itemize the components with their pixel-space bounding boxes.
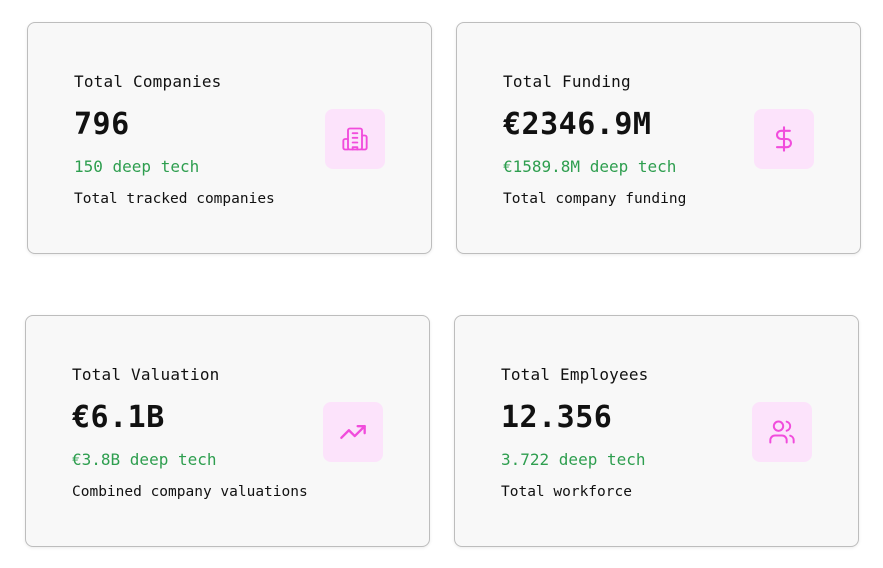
card-description: Combined company valuations [72, 484, 308, 500]
stat-card-total-companies: Total Companies 796 150 deep tech Total … [27, 22, 432, 254]
card-label: Total Employees [501, 365, 649, 384]
card-value: 796 [74, 107, 130, 142]
stat-card-total-funding: Total Funding €2346.9M €1589.8M deep tec… [456, 22, 861, 254]
building-icon [325, 109, 385, 169]
card-description: Total workforce [501, 484, 632, 500]
card-value: 12.356 [501, 400, 613, 435]
card-value: €2346.9M [503, 107, 652, 142]
card-label: Total Funding [503, 72, 631, 91]
card-description: Total company funding [503, 191, 687, 207]
card-deep-tech: €1589.8M deep tech [503, 157, 677, 176]
stat-card-total-valuation: Total Valuation €6.1B €3.8B deep tech Co… [25, 315, 430, 547]
card-deep-tech: €3.8B deep tech [72, 450, 217, 469]
card-value: €6.1B [72, 400, 165, 435]
users-icon [752, 402, 812, 462]
card-deep-tech: 3.722 deep tech [501, 450, 646, 469]
trending-up-icon [323, 402, 383, 462]
card-deep-tech: 150 deep tech [74, 157, 200, 176]
dollar-icon [754, 109, 814, 169]
card-label: Total Valuation [72, 365, 220, 384]
stat-card-total-employees: Total Employees 12.356 3.722 deep tech T… [454, 315, 859, 547]
card-description: Total tracked companies [74, 191, 275, 207]
card-label: Total Companies [74, 72, 222, 91]
